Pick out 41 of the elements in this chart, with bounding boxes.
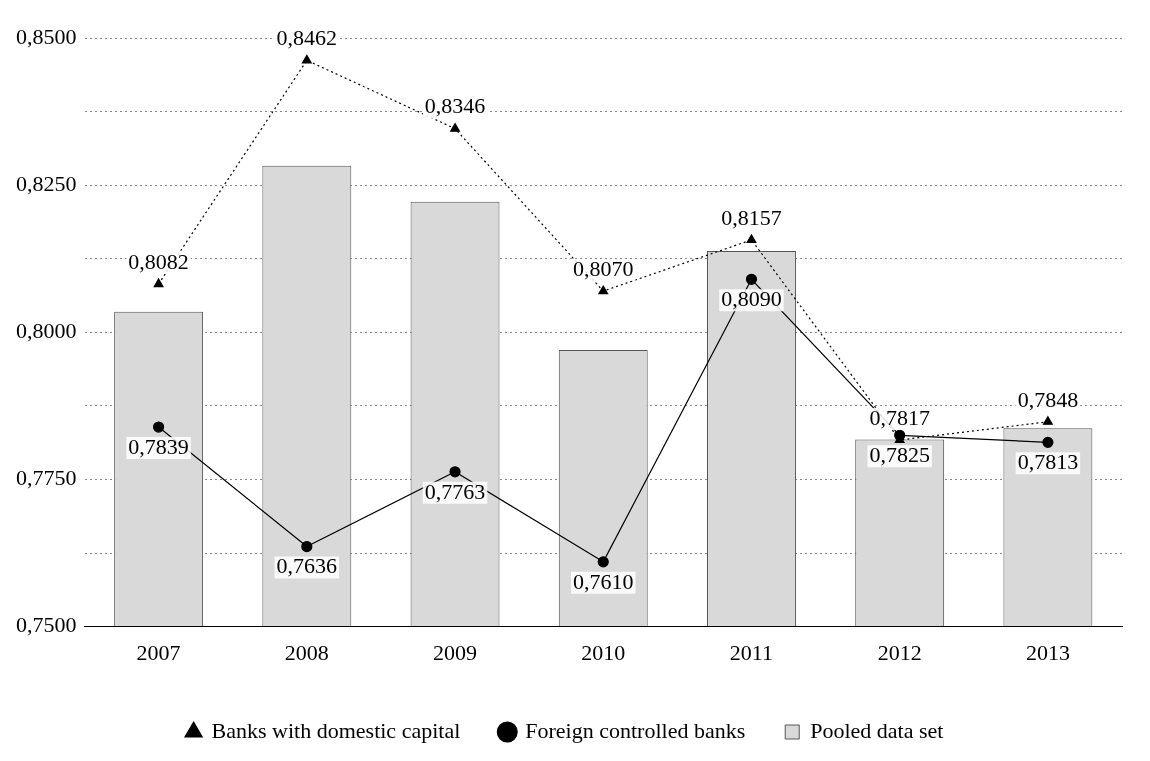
- x-tick-label: 2011: [729, 639, 774, 665]
- legend-label: Pooled data set: [810, 717, 944, 743]
- point: [597, 556, 609, 568]
- data-label: 0,7763: [424, 478, 486, 504]
- point: [153, 421, 165, 433]
- x-tick-label: 2009: [433, 639, 478, 665]
- point: [745, 273, 758, 285]
- point: [450, 123, 460, 132]
- y-tick-label: 0,8000: [16, 318, 77, 344]
- data-label: 0,8346: [424, 93, 486, 119]
- y-tick-label: 0,7500: [16, 612, 77, 638]
- point: [746, 234, 757, 243]
- data-label: 0,7813: [1017, 449, 1079, 475]
- point: [1042, 416, 1053, 425]
- point: [153, 278, 164, 288]
- x-tick-label: 2008: [284, 639, 329, 665]
- point: [449, 466, 461, 478]
- data-label: 0,8070: [573, 255, 634, 281]
- data-label: 0,8090: [721, 286, 782, 312]
- data-label: 0,7610: [573, 568, 634, 594]
- point: [1042, 436, 1054, 448]
- point: [301, 540, 313, 553]
- data-label: 0,8157: [721, 204, 782, 230]
- data-label: 0,7817: [869, 404, 930, 430]
- data-label: 0,7825: [869, 442, 930, 468]
- x-tick-label: 2010: [581, 639, 626, 665]
- y-tick-label: 0,8500: [16, 23, 77, 49]
- legend-label: Banks with domestic capital: [211, 717, 461, 743]
- x-tick-label: 2013: [1025, 639, 1070, 665]
- y-tick-label: 0,8250: [16, 170, 77, 196]
- data-label: 0,7848: [1017, 386, 1079, 412]
- x-tick-label: 2012: [877, 639, 922, 665]
- x-tick-label: 2007: [136, 639, 181, 665]
- y-tick-label: 0,7750: [16, 465, 77, 491]
- data-label: 0,8462: [276, 25, 338, 51]
- point: [598, 285, 609, 295]
- data-label: 0,7636: [276, 553, 338, 579]
- data-label: 0,7839: [128, 433, 189, 459]
- data-label: 0,8082: [128, 248, 189, 274]
- point: [301, 54, 312, 64]
- legend-label: Foreign controlled banks: [525, 717, 746, 743]
